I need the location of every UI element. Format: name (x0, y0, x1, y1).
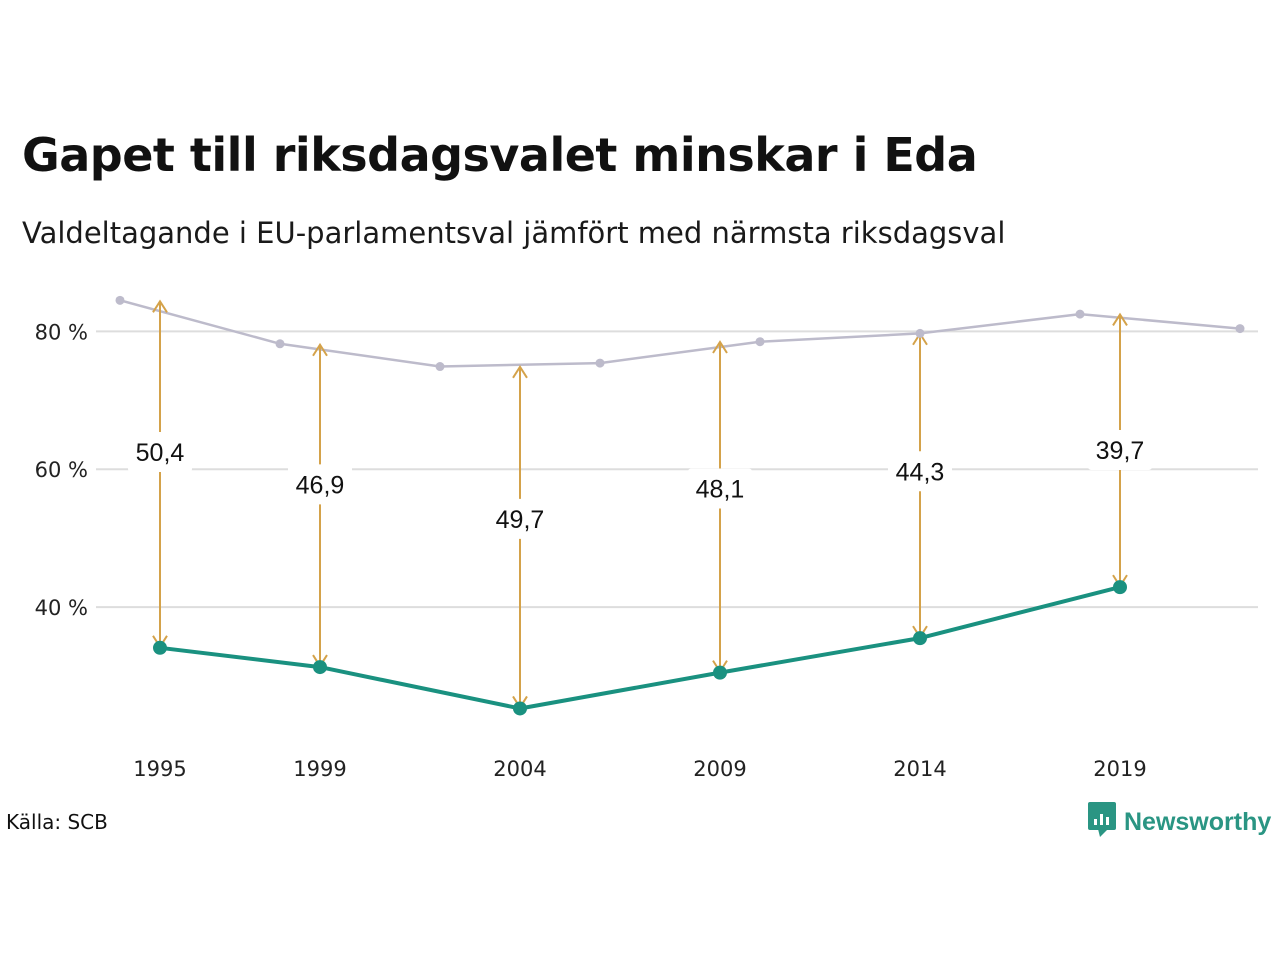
series-layer (119, 299, 1241, 711)
riksdag-point (1075, 309, 1085, 319)
gap-label-bg (288, 464, 352, 505)
riksdag-point (435, 362, 445, 372)
gap-label-bg (488, 498, 552, 539)
gap-label-bg (128, 432, 192, 473)
eu-point (913, 631, 927, 646)
x-tick-label: 1995 (133, 757, 186, 781)
y-tick-label: 80 % (35, 320, 88, 344)
gap-label-bg (1088, 429, 1152, 470)
gap-label: 44,3 (896, 458, 945, 486)
riksdag-series-line (119, 299, 1241, 368)
gap-label: 39,7 (1096, 437, 1145, 465)
riksdag-point (1235, 324, 1245, 334)
eu-point (1113, 580, 1127, 595)
x-tick-label: 1999 (293, 757, 346, 781)
eu-point (313, 660, 327, 675)
grid-layer (96, 330, 1258, 609)
riksdag-point (275, 339, 285, 349)
chart-subtitle: Valdeltagande i EU-parlamentsval jämfört… (22, 216, 1006, 250)
eu-point (513, 701, 527, 716)
gap-label-bg (688, 468, 752, 509)
riksdag-point (595, 358, 605, 368)
gap-label-bg (888, 451, 952, 492)
brand-name: Newsworthy (1124, 807, 1272, 836)
riksdag-point (115, 295, 125, 305)
eu-point (713, 665, 727, 680)
gap-label: 49,7 (496, 506, 545, 534)
points-layer (115, 295, 1245, 716)
brand-logo: Newsworthy (1088, 802, 1271, 842)
label-layer: 50,4 46,9 49,7 48,1 44,3 39,7 (128, 429, 1152, 539)
x-tick-label: 2014 (893, 757, 946, 781)
gap-arrow-head-top (312, 342, 328, 357)
gap-arrow-head-top (152, 299, 168, 313)
riksdag-point (755, 337, 765, 347)
riksdag-point (915, 328, 925, 338)
source-note: Källa: SCB (6, 810, 108, 834)
x-tick-label: 2009 (693, 757, 746, 781)
gap-arrow-head-top (712, 340, 728, 354)
axis-layer: 40 % 60 % 80 % 1995 1999 2004 2009 2014 2019 (35, 320, 1147, 781)
gap-label: 46,9 (296, 471, 345, 499)
x-tick-label: 2019 (1093, 757, 1146, 781)
gap-label: 48,1 (696, 476, 745, 504)
gap-label: 50,4 (136, 439, 185, 467)
y-tick-label: 60 % (35, 458, 88, 482)
y-tick-label: 40 % (35, 596, 88, 620)
gap-arrow-head-top (1112, 312, 1128, 326)
gap-arrow-head-top (512, 364, 528, 379)
eu-point (153, 640, 167, 655)
chart-title: Gapet till riksdagsvalet minskar i Eda (22, 128, 978, 182)
newsworthy-logo-icon (1088, 802, 1116, 842)
x-tick-label: 2004 (493, 757, 546, 781)
eu-series-line (159, 585, 1121, 711)
